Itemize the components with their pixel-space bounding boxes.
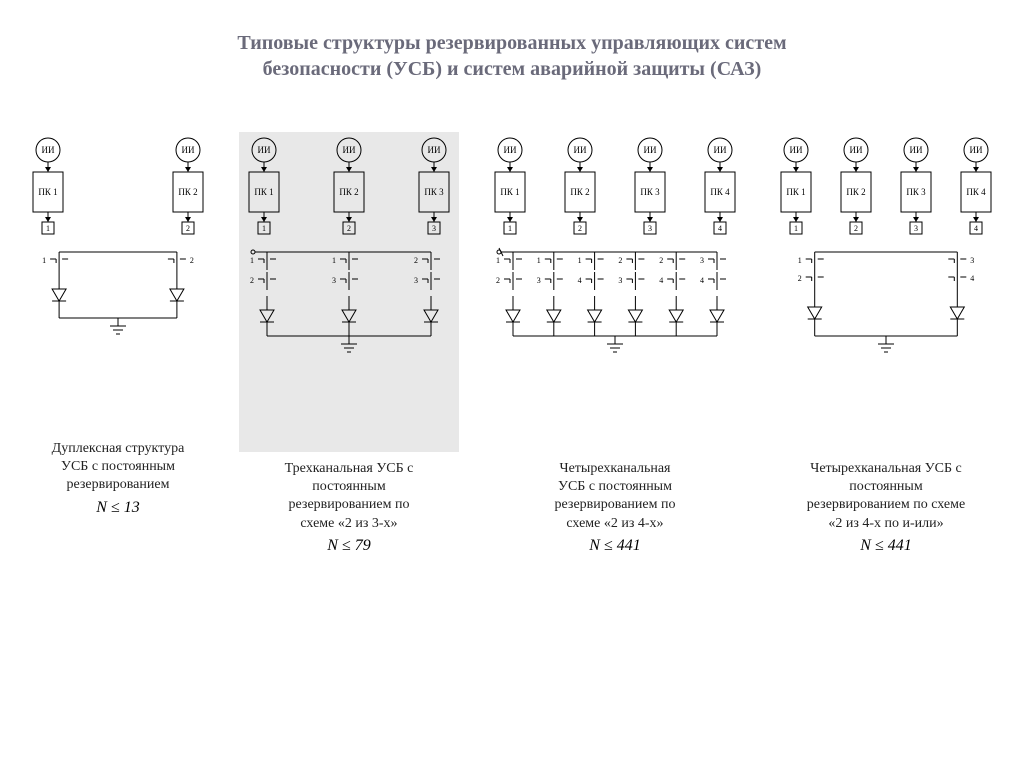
formula-three_channel: N ≤ 79 bbox=[327, 537, 370, 555]
formula-duplex: N ≤ 13 bbox=[96, 499, 139, 517]
svg-text:2: 2 bbox=[496, 276, 500, 285]
svg-text:ПК 2: ПК 2 bbox=[570, 187, 589, 197]
svg-text:2: 2 bbox=[854, 224, 858, 233]
structure-three_channel: ИИ ПК 1 1 ИИ ПК 2 2 ИИ ПК 3 3 1 1 2 2 3 3 Трехканальная… bbox=[239, 132, 459, 555]
structure-four_channel_2of4: ИИ ПК 1 1 ИИ ПК 2 2 ИИ ПК 3 3 ИИ ПК 4 4 1 1 1 2 2 3 2 3 4 3 4 4… bbox=[485, 132, 745, 555]
svg-text:1: 1 bbox=[262, 224, 266, 233]
svg-text:2: 2 bbox=[798, 274, 802, 283]
svg-text:1: 1 bbox=[250, 256, 254, 265]
svg-text:ПК 4: ПК 4 bbox=[966, 187, 986, 197]
svg-text:3: 3 bbox=[332, 276, 336, 285]
svg-text:ПК 3: ПК 3 bbox=[906, 187, 926, 197]
svg-text:2: 2 bbox=[659, 256, 663, 265]
svg-text:1: 1 bbox=[496, 256, 500, 265]
svg-text:ПК 1: ПК 1 bbox=[254, 187, 273, 197]
svg-text:3: 3 bbox=[914, 224, 918, 233]
svg-text:ИИ: ИИ bbox=[970, 145, 983, 155]
title-line-2: безопасности (УСБ) и систем аварийной за… bbox=[263, 58, 762, 80]
svg-text:4: 4 bbox=[659, 276, 663, 285]
svg-text:ИИ: ИИ bbox=[182, 145, 195, 155]
svg-text:1: 1 bbox=[332, 256, 336, 265]
diagram-four_channel_and_or: ИИ ПК 1 1 ИИ ПК 2 2 ИИ ПК 3 3 ИИ ПК 4 4 1 3 2 4 bbox=[771, 132, 1001, 452]
structure-four_channel_and_or: ИИ ПК 1 1 ИИ ПК 2 2 ИИ ПК 3 3 ИИ ПК 4 4 1 3 2 4 Четырехк… bbox=[771, 132, 1001, 555]
svg-text:ИИ: ИИ bbox=[428, 145, 441, 155]
svg-text:ИИ: ИИ bbox=[504, 145, 517, 155]
svg-text:2: 2 bbox=[578, 224, 582, 233]
formula-four_channel_2of4: N ≤ 441 bbox=[589, 537, 640, 555]
svg-text:ИИ: ИИ bbox=[258, 145, 271, 155]
svg-text:3: 3 bbox=[414, 276, 418, 285]
svg-text:ПК 2: ПК 2 bbox=[846, 187, 865, 197]
svg-text:3: 3 bbox=[700, 256, 704, 265]
svg-text:3: 3 bbox=[970, 256, 974, 265]
page-title: Типовые структуры резервированных управл… bbox=[0, 0, 1024, 92]
svg-text:1: 1 bbox=[42, 256, 46, 265]
formula-four_channel_and_or: N ≤ 441 bbox=[860, 537, 911, 555]
svg-text:2: 2 bbox=[414, 256, 418, 265]
svg-text:4: 4 bbox=[974, 224, 978, 233]
caption-duplex: Дуплексная структураУСБ с постояннымрезе… bbox=[52, 440, 185, 495]
svg-text:3: 3 bbox=[537, 276, 541, 285]
svg-text:2: 2 bbox=[347, 224, 351, 233]
svg-text:ПК 1: ПК 1 bbox=[786, 187, 805, 197]
svg-text:ИИ: ИИ bbox=[850, 145, 863, 155]
diagram-row: ИИ ПК 1 1 ИИ ПК 2 2 1 2 Дуплексная структураУСБ … bbox=[0, 92, 1024, 555]
svg-text:4: 4 bbox=[578, 276, 582, 285]
svg-text:2: 2 bbox=[186, 224, 190, 233]
svg-text:4: 4 bbox=[718, 224, 722, 233]
title-line-1: Типовые структуры резервированных управл… bbox=[237, 32, 786, 54]
svg-text:2: 2 bbox=[190, 256, 194, 265]
svg-text:ИИ: ИИ bbox=[790, 145, 803, 155]
svg-text:1: 1 bbox=[578, 256, 582, 265]
svg-text:2: 2 bbox=[618, 256, 622, 265]
svg-text:3: 3 bbox=[618, 276, 622, 285]
svg-text:ИИ: ИИ bbox=[910, 145, 923, 155]
svg-text:ИИ: ИИ bbox=[42, 145, 55, 155]
diagram-three_channel: ИИ ПК 1 1 ИИ ПК 2 2 ИИ ПК 3 3 1 1 2 2 3 3 bbox=[239, 132, 459, 452]
svg-text:1: 1 bbox=[798, 256, 802, 265]
svg-text:1: 1 bbox=[537, 256, 541, 265]
caption-four_channel_2of4: ЧетырехканальнаяУСБ с постояннымрезервир… bbox=[555, 460, 676, 533]
diagram-duplex: ИИ ПК 1 1 ИИ ПК 2 2 1 2 bbox=[23, 132, 213, 432]
svg-text:4: 4 bbox=[700, 276, 704, 285]
svg-text:1: 1 bbox=[794, 224, 798, 233]
svg-text:3: 3 bbox=[648, 224, 652, 233]
svg-text:1: 1 bbox=[46, 224, 50, 233]
svg-text:3: 3 bbox=[432, 224, 436, 233]
caption-four_channel_and_or: Четырехканальная УСБ спостояннымрезервир… bbox=[807, 460, 965, 533]
svg-text:ПК 4: ПК 4 bbox=[710, 187, 730, 197]
structure-duplex: ИИ ПК 1 1 ИИ ПК 2 2 1 2 Дуплексная структураУСБ … bbox=[23, 132, 213, 517]
svg-text:ИИ: ИИ bbox=[343, 145, 356, 155]
svg-text:ИИ: ИИ bbox=[644, 145, 657, 155]
svg-text:4: 4 bbox=[970, 274, 974, 283]
svg-text:ПК 2: ПК 2 bbox=[178, 187, 197, 197]
svg-text:ПК 3: ПК 3 bbox=[424, 187, 444, 197]
diagram-four_channel_2of4: ИИ ПК 1 1 ИИ ПК 2 2 ИИ ПК 3 3 ИИ ПК 4 4 1 1 1 2 2 3 2 3 4 3 4 4 bbox=[485, 132, 745, 452]
caption-three_channel: Трехканальная УСБ спостояннымрезервирова… bbox=[285, 460, 414, 533]
svg-text:1: 1 bbox=[508, 224, 512, 233]
svg-text:ИИ: ИИ bbox=[574, 145, 587, 155]
svg-text:ПК 2: ПК 2 bbox=[339, 187, 358, 197]
svg-text:ПК 1: ПК 1 bbox=[500, 187, 519, 197]
svg-text:2: 2 bbox=[250, 276, 254, 285]
svg-text:ИИ: ИИ bbox=[714, 145, 727, 155]
svg-text:ПК 1: ПК 1 bbox=[38, 187, 57, 197]
svg-text:ПК 3: ПК 3 bbox=[640, 187, 660, 197]
